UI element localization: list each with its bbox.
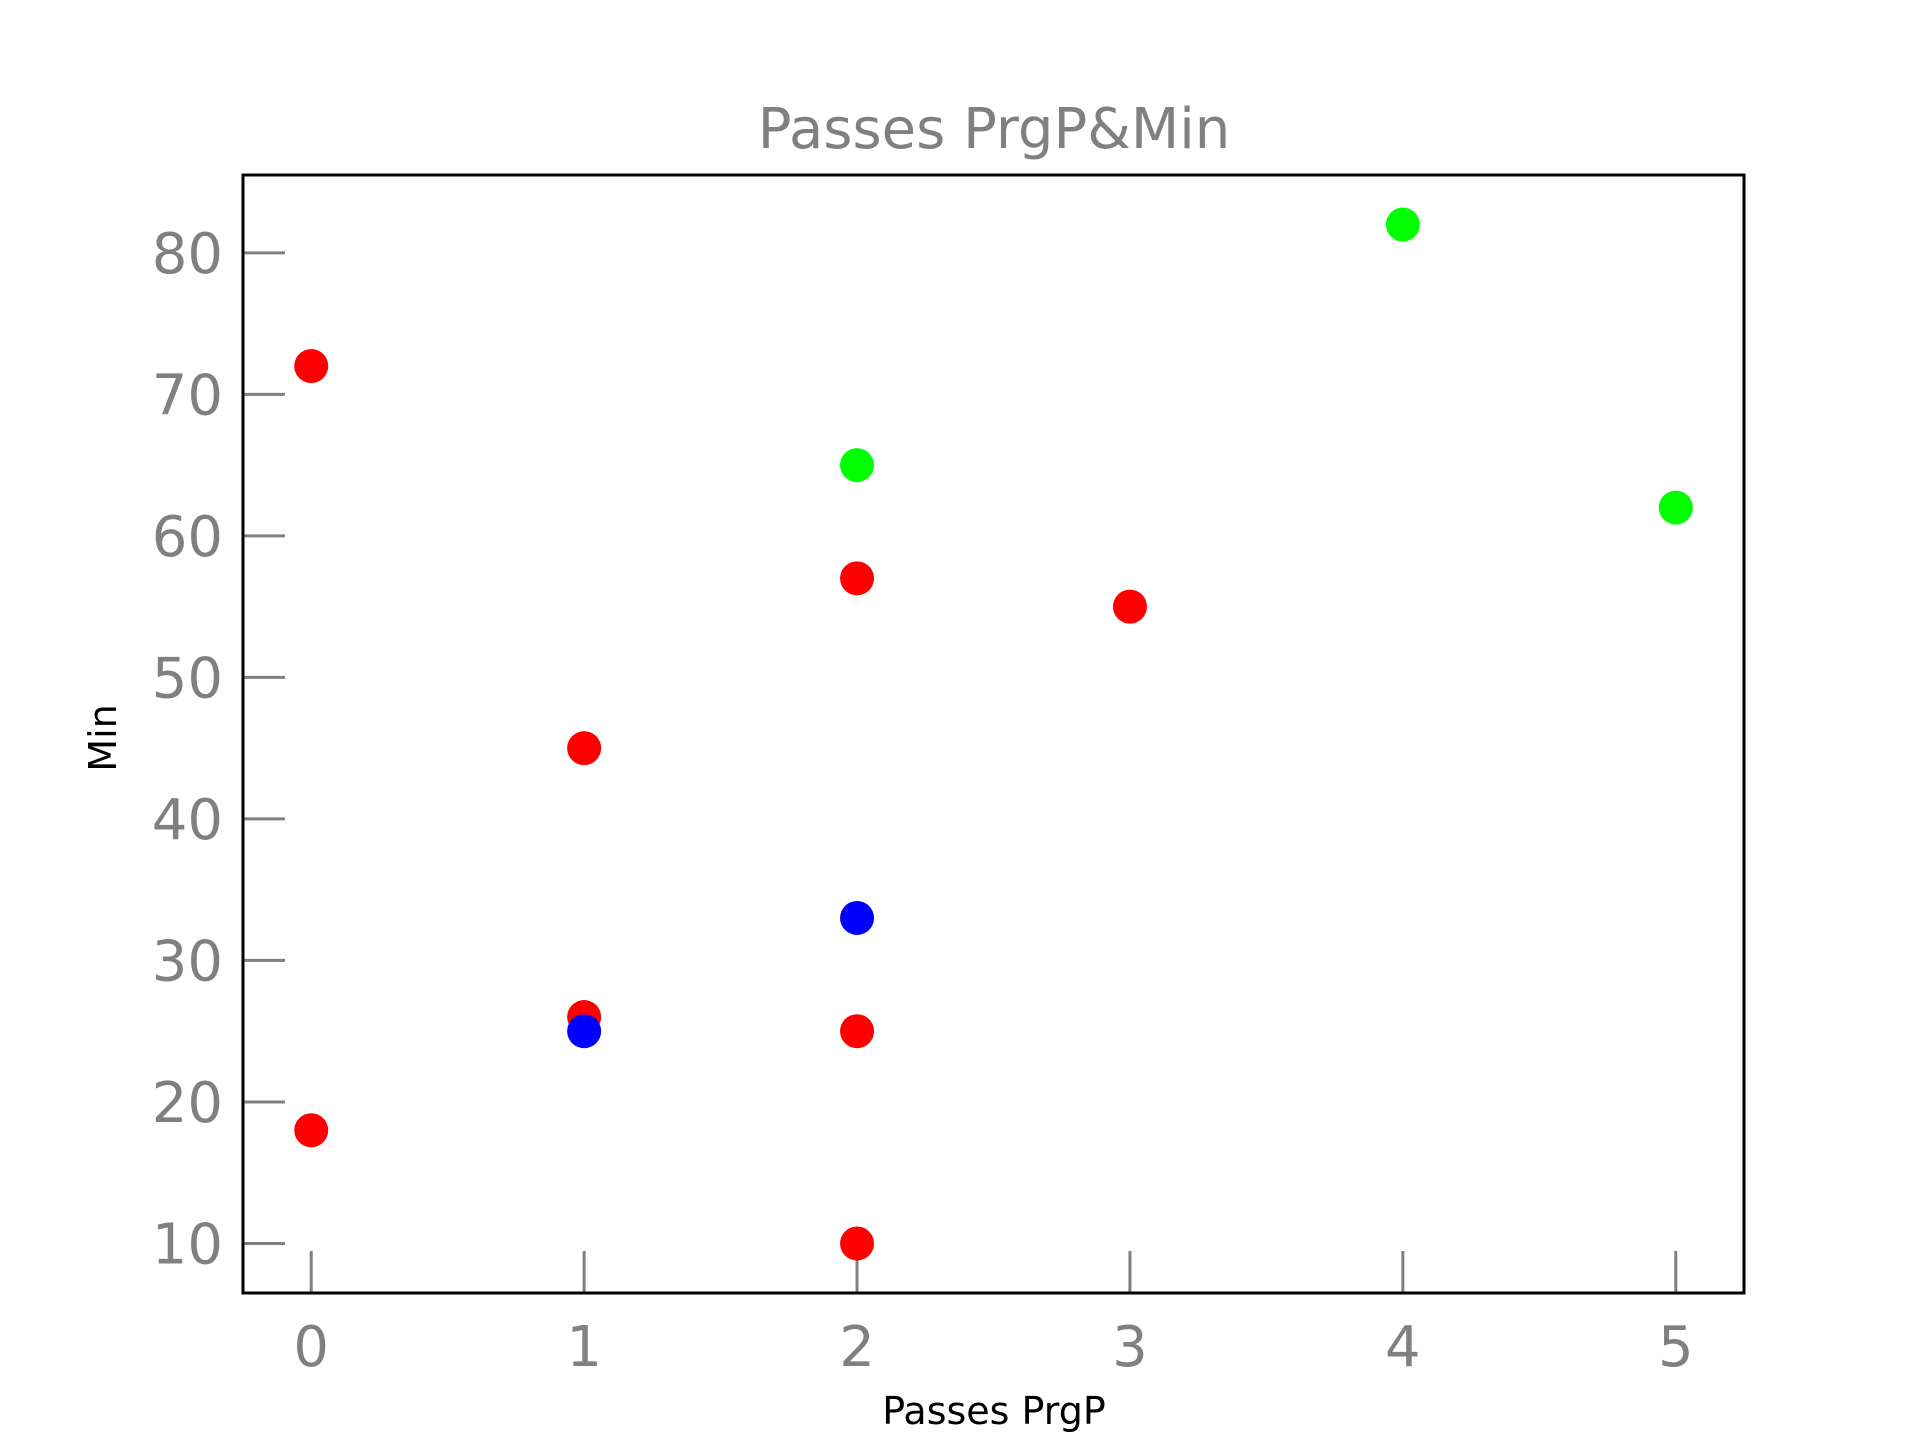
data-point (1658, 490, 1693, 525)
y-axis-label: Min (81, 704, 125, 771)
x-tick-label: 4 (1385, 1315, 1421, 1380)
data-point (567, 731, 602, 766)
data-point (1112, 589, 1147, 624)
x-tick-label: 3 (1112, 1315, 1148, 1380)
data-point (294, 1113, 329, 1148)
y-tick-label: 60 (152, 505, 223, 570)
data-point (294, 349, 329, 384)
y-tick-label: 50 (152, 646, 223, 711)
x-tick-label: 0 (293, 1315, 329, 1380)
data-point (840, 448, 875, 483)
y-tick-label: 40 (152, 788, 223, 853)
plot-frame (241, 173, 1746, 1295)
x-tick-label: 5 (1658, 1315, 1694, 1380)
data-point (840, 1226, 875, 1261)
y-axis-ticks: 10 20 30 40 50 60 70 80 (152, 222, 285, 1277)
data-point (567, 1014, 602, 1049)
chart-title: Passes PrgP&Min (758, 97, 1231, 162)
data-point (840, 900, 875, 935)
x-axis-label: Passes PrgP (882, 1389, 1106, 1433)
data-points (294, 207, 1693, 1261)
y-tick-label: 10 (152, 1212, 223, 1277)
x-tick-label: 2 (839, 1315, 875, 1380)
data-point (840, 561, 875, 596)
data-point (1385, 207, 1420, 242)
x-tick-label: 1 (566, 1315, 602, 1380)
x-axis-ticks: 0 1 2 3 4 5 (293, 1251, 1694, 1380)
y-tick-label: 30 (152, 929, 223, 994)
y-tick-label: 70 (152, 363, 223, 428)
y-tick-label: 80 (152, 222, 223, 287)
data-point (840, 1014, 875, 1049)
y-tick-label: 20 (152, 1071, 223, 1136)
